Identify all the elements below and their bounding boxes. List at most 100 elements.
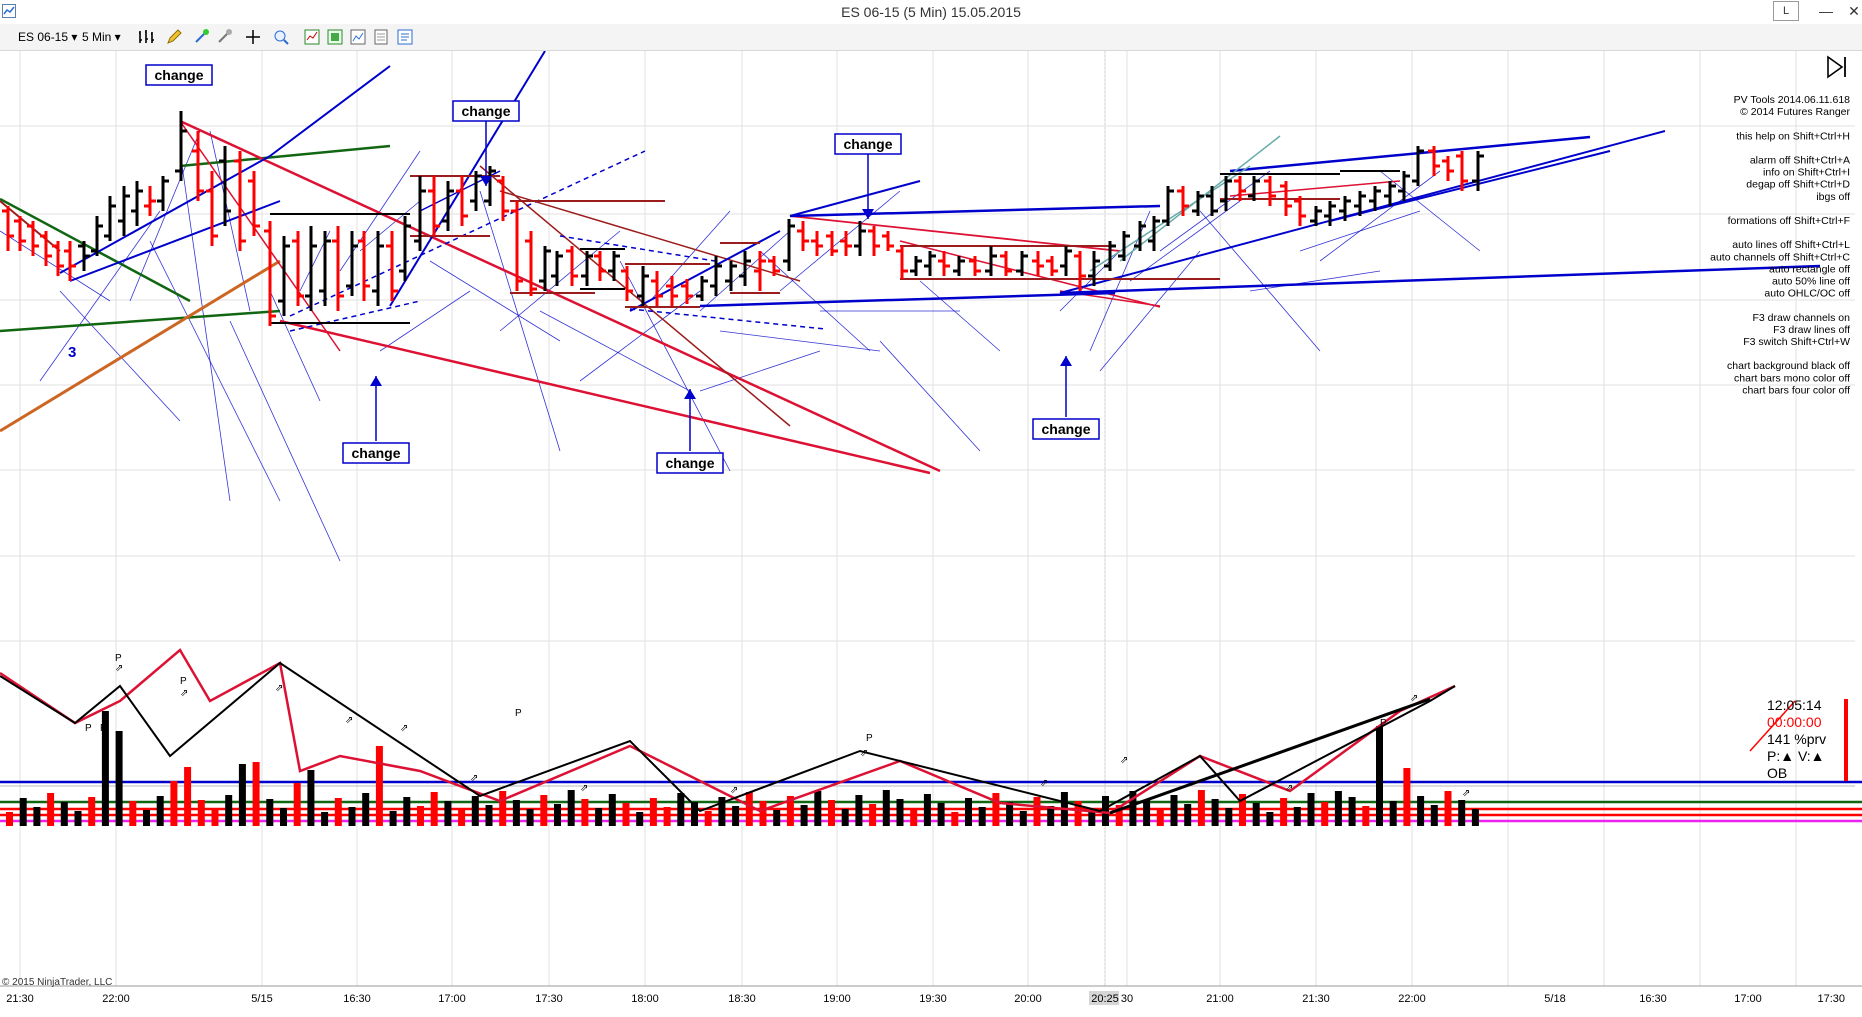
- close-button[interactable]: ✕: [1848, 3, 1860, 19]
- axis-label: 20:25: [1091, 993, 1119, 1005]
- change-box: [342, 442, 410, 464]
- chart-style-icon[interactable]: [349, 28, 367, 46]
- price-bar: [278, 236, 290, 316]
- interval-dropdown[interactable]: 5 Min ▾: [82, 30, 121, 44]
- draw-tool-icon[interactable]: [193, 28, 211, 46]
- trend-line: [1059, 264, 1821, 295]
- volume-bar: [293, 783, 301, 826]
- volume-bar: [828, 800, 835, 826]
- price-bar: [666, 276, 678, 306]
- volume-bar: [499, 791, 507, 826]
- price-bar: [969, 256, 981, 276]
- price-bar: [581, 251, 593, 286]
- dashed-channel-line: [289, 300, 421, 332]
- change-arrow-head: [1060, 356, 1072, 366]
- volume-bar: [1239, 794, 1246, 826]
- volume-bar: [348, 807, 356, 826]
- help-line: PV Tools 2014.06.11.618: [1734, 94, 1851, 106]
- volume-bar: [718, 797, 726, 826]
- fan-line: [719, 330, 881, 352]
- volume-arrow: ⇗: [580, 783, 588, 794]
- volume-arrow: ⇗: [470, 773, 478, 784]
- axis-label: 17:00: [1734, 993, 1762, 1005]
- help-line: chart bars four color off: [1742, 384, 1850, 396]
- chart-grid: [0, 51, 1862, 987]
- zoom-icon[interactable]: [272, 28, 290, 46]
- axis-highlight: [1089, 991, 1119, 1005]
- trend-line: [269, 65, 391, 157]
- volume-bar: [1334, 791, 1342, 826]
- volume-bar: [1266, 812, 1274, 826]
- price-bar: [91, 216, 103, 256]
- data-box-icon[interactable]: [372, 28, 390, 46]
- fan-line: [1319, 170, 1441, 262]
- properties-icon[interactable]: [396, 28, 414, 46]
- change-arrow-head: [862, 209, 874, 219]
- price-bar: [1118, 231, 1130, 261]
- price-bar: [234, 151, 246, 251]
- volume-arrow: ⇗: [730, 785, 738, 796]
- fan-line: [1129, 200, 1241, 282]
- volume-bar: [910, 808, 918, 826]
- dashed-channel-line: [289, 150, 646, 317]
- volume-arrow: ⇗: [400, 723, 408, 734]
- volume-bar: [1458, 800, 1466, 826]
- volume-bar: [841, 809, 849, 826]
- price-bar: [248, 171, 260, 236]
- bar-type-icon[interactable]: [137, 28, 155, 46]
- volume-bar: [362, 793, 370, 826]
- volume-bar: [252, 762, 260, 826]
- strategies-icon[interactable]: [326, 28, 344, 46]
- price-bar: [637, 266, 649, 306]
- price-bar: [144, 186, 156, 216]
- axis-label: 5/18: [1544, 993, 1565, 1005]
- crosshair-icon[interactable]: [244, 28, 262, 46]
- play-end-icon[interactable]: [1827, 55, 1846, 79]
- price-bar: [319, 231, 331, 306]
- volume-bar: [923, 794, 931, 826]
- dashed-channel-line: [559, 235, 716, 262]
- fan-line: [379, 290, 471, 352]
- pencil-icon[interactable]: [165, 28, 183, 46]
- volume-bar: [1088, 810, 1096, 826]
- trend-line: [1089, 165, 1251, 272]
- volume-bar: [1156, 809, 1164, 826]
- fan-line: [429, 260, 561, 342]
- pivot-marker: P: [866, 733, 873, 744]
- volume-bar: [1389, 801, 1397, 826]
- volume-bar: [1074, 801, 1082, 826]
- interval-label: 5 Min: [82, 30, 112, 44]
- volume-bar: [156, 796, 164, 826]
- volume-arrow: ⇗: [1410, 693, 1418, 704]
- trend-line: [0, 259, 281, 433]
- volume-bar: [951, 812, 959, 826]
- price-bar: [1428, 146, 1440, 176]
- price-bar: [696, 276, 708, 301]
- eraser-icon[interactable]: [216, 28, 234, 46]
- volume-bar: [1197, 790, 1205, 826]
- price-bar: [1354, 191, 1366, 216]
- volume-arrow: ⇗: [1120, 755, 1128, 766]
- volume-bar: [184, 767, 192, 826]
- axis-label: 22:00: [102, 993, 130, 1005]
- minimize-button[interactable]: —: [1819, 3, 1833, 19]
- price-bar: [1264, 176, 1276, 206]
- price-bar: [938, 251, 950, 276]
- volume-arrow: ⇗: [860, 748, 868, 759]
- layout-button[interactable]: L: [1773, 1, 1799, 21]
- volume-bar: [732, 806, 740, 826]
- volume-bar: [471, 796, 479, 826]
- price-bar: [175, 111, 187, 181]
- instrument-dropdown[interactable]: ES 06-15 ▾: [18, 30, 78, 44]
- price-bar: [754, 251, 766, 291]
- volume-arrow: ⇗: [345, 715, 353, 726]
- volume-bar: [773, 810, 781, 826]
- indicators-icon[interactable]: [303, 28, 321, 46]
- volume-bar: [1006, 802, 1014, 826]
- volume-bar: [321, 812, 329, 826]
- volume-bar: [937, 803, 945, 826]
- price-bar: [78, 241, 90, 271]
- info-clock: 12:05:14: [1767, 697, 1822, 713]
- volume-bar: [581, 799, 589, 826]
